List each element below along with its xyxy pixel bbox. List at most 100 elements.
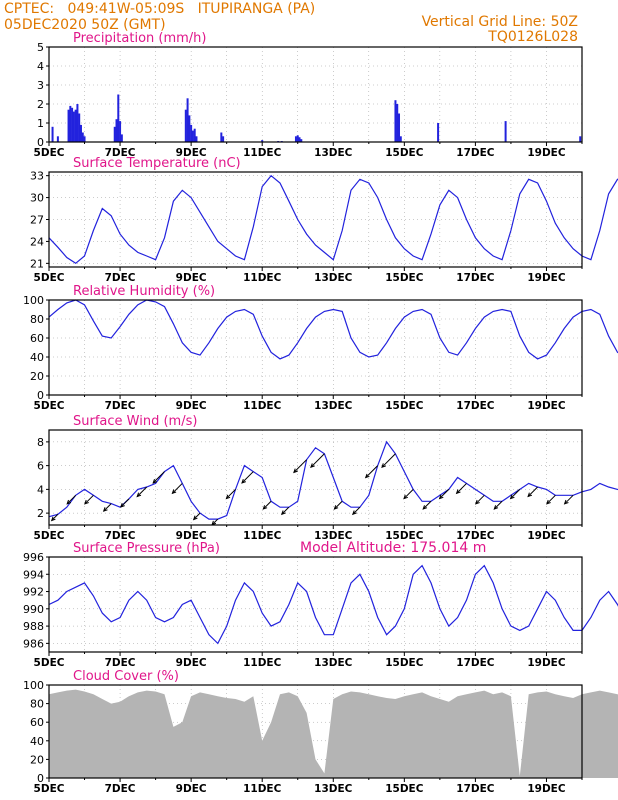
y-tick-label: 60	[30, 716, 44, 729]
precip-bar	[296, 135, 299, 142]
precip-bar	[119, 121, 122, 142]
humidity-series-line	[48, 299, 618, 360]
y-tick-label: 0	[37, 136, 44, 149]
x-tick-label: 5DEC	[34, 783, 65, 795]
x-tick-label: 13DEC	[314, 272, 353, 284]
humidity-title: Relative Humidity (%)	[73, 284, 215, 299]
wind-arrow	[364, 465, 379, 479]
x-tick-label: 19DEC	[527, 657, 566, 669]
y-tick-label: 80	[30, 698, 44, 711]
wind-arrow	[474, 494, 485, 505]
x-tick-label: 13DEC	[314, 400, 353, 412]
model-altitude: Model Altitude: 175.014 m	[300, 540, 486, 556]
x-tick-label: 19DEC	[527, 147, 566, 159]
precip-bar	[72, 111, 75, 142]
precip-bar	[81, 132, 84, 142]
wind-arrow	[280, 506, 290, 516]
wind-arrow	[50, 513, 59, 522]
wind-arrow	[262, 500, 272, 510]
precip-bar	[222, 136, 225, 142]
wind-arrow	[422, 500, 432, 510]
x-tick-label: 7DEC	[105, 400, 136, 412]
wind-arrow	[241, 471, 254, 484]
wind-arrow	[493, 500, 503, 510]
precip-bar	[437, 123, 440, 142]
precip-bar	[113, 126, 116, 142]
wind-arrow	[527, 486, 538, 498]
x-tick-label: 15DEC	[385, 272, 424, 284]
precip-bar	[579, 136, 582, 142]
x-tick-label: 5DEC	[34, 657, 65, 669]
wind-arrow	[351, 506, 361, 516]
x-tick-label: 9DEC	[176, 147, 207, 159]
wind-arrow	[171, 483, 183, 495]
precip-bar	[298, 137, 301, 142]
x-tick-label: 19DEC	[527, 400, 566, 412]
temperature-series-line	[48, 174, 618, 265]
wind-arrow	[66, 494, 77, 505]
wind-arrow	[152, 471, 165, 484]
x-tick-label: 17DEC	[456, 657, 495, 669]
wind-arrow	[455, 483, 467, 495]
y-tick-label: 40	[30, 735, 44, 748]
x-tick-label: 11DEC	[243, 400, 282, 412]
x-tick-label: 15DEC	[385, 530, 424, 542]
y-tick-label: 80	[30, 313, 44, 326]
cloud-title: Cloud Cover (%)	[73, 669, 179, 684]
y-tick-label: 24	[30, 235, 44, 248]
wind-arrow	[102, 503, 112, 512]
y-tick-label: 6	[37, 460, 44, 473]
cloud-frame	[48, 684, 583, 779]
wind-arrow	[381, 453, 396, 469]
x-tick-label: 7DEC	[105, 272, 136, 284]
x-tick-label: 19DEC	[527, 783, 566, 795]
wind-frame	[48, 429, 583, 526]
y-tick-label: 996	[23, 551, 44, 564]
precipitation-panel: 0 1 2 3 4 5 5DEC 7DEC 9DEC 11DEC 13DEC 15DEC 17DEC 19…	[34, 31, 583, 159]
y-tick-label: 20	[30, 753, 44, 766]
precip-bar	[74, 109, 77, 142]
x-tick-label: 11DEC	[243, 783, 282, 795]
x-tick-label: 17DEC	[456, 530, 495, 542]
wind-arrow	[509, 489, 521, 500]
pressure-title: Surface Pressure (hPa)	[73, 541, 220, 556]
x-tick-label: 15DEC	[385, 400, 424, 412]
wind-arrow	[211, 518, 219, 526]
y-tick-label: 4	[37, 60, 44, 73]
precip-bar	[67, 109, 70, 142]
precip-bar	[184, 109, 187, 142]
y-tick-label: 100	[23, 294, 44, 307]
precip-bar	[394, 100, 397, 142]
y-tick-label: 33	[30, 170, 44, 183]
y-tick-label: 2	[37, 507, 44, 520]
x-tick-label: 11DEC	[243, 657, 282, 669]
precip-bar	[294, 136, 297, 142]
precip-bar	[399, 136, 402, 142]
x-tick-label: 13DEC	[314, 530, 353, 542]
y-tick-label: 992	[23, 586, 44, 599]
wind-arrow	[310, 453, 325, 469]
x-tick-label: 5DEC	[34, 147, 65, 159]
x-tick-label: 5DEC	[34, 530, 65, 542]
pressure-series-line	[48, 564, 618, 645]
precip-bar	[190, 124, 193, 142]
precip-bar	[79, 124, 82, 142]
pressure-panel: 986 988 990 992 994 996 5DEC 7DEC 9DEC 11DEC 13DEC…	[23, 541, 618, 669]
y-tick-label: 8	[37, 436, 44, 449]
precip-bar	[76, 104, 79, 142]
temperature-frame	[48, 171, 583, 268]
x-tick-label: 7DEC	[105, 783, 136, 795]
cloud-panel: 0 20 40 60 80 100 5DEC 7DEC 9DEC 11DEC 13DEC 15DEC 1…	[23, 669, 618, 795]
temperature-title: Surface Temperature (nC)	[73, 156, 241, 171]
x-tick-label: 13DEC	[314, 783, 353, 795]
precipitation-frame	[48, 46, 583, 143]
wind-panel: 2 4 6 8 5DEC 7DEC 9DEC 11DEC 13DEC 15DEC 17DEC 19DE…	[34, 414, 618, 542]
y-tick-label: 4	[37, 483, 44, 496]
y-tick-label: 988	[23, 620, 44, 633]
y-tick-label: 2	[37, 98, 44, 111]
x-tick-label: 9DEC	[176, 530, 207, 542]
y-tick-label: 30	[30, 192, 44, 205]
y-tick-label: 0	[37, 772, 44, 785]
header-location: CPTEC: 049:41W-05:09S ITUPIRANGA (PA)	[4, 1, 315, 17]
